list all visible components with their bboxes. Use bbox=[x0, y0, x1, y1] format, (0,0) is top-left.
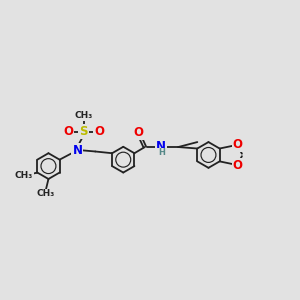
Text: O: O bbox=[94, 125, 104, 138]
Text: CH₃: CH₃ bbox=[14, 171, 33, 180]
Text: H: H bbox=[158, 148, 165, 158]
Text: N: N bbox=[72, 144, 82, 157]
Text: O: O bbox=[133, 126, 143, 139]
Text: CH₃: CH₃ bbox=[37, 189, 55, 198]
Text: CH₃: CH₃ bbox=[74, 111, 93, 120]
Text: O: O bbox=[232, 159, 242, 172]
Text: O: O bbox=[63, 125, 73, 138]
Text: S: S bbox=[80, 125, 88, 138]
Text: N: N bbox=[156, 140, 166, 152]
Text: O: O bbox=[232, 138, 242, 151]
